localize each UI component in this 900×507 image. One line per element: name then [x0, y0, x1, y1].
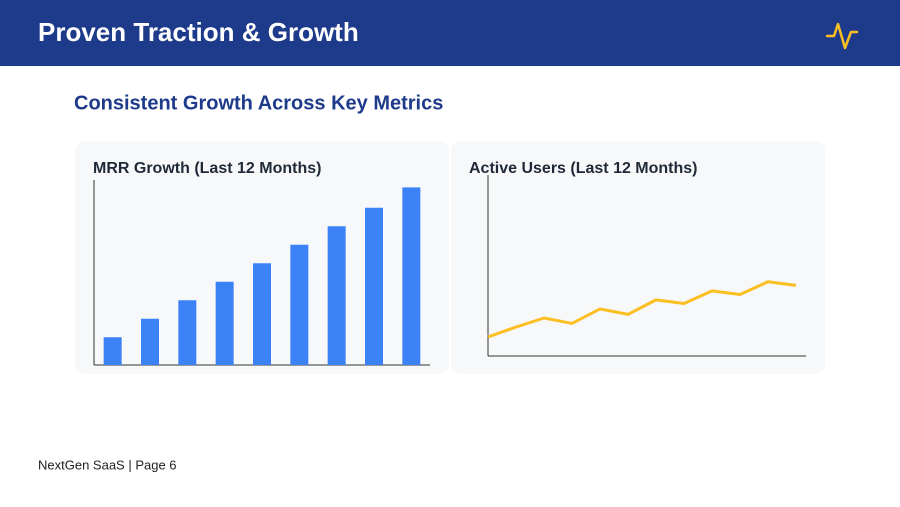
- header-bar: [0, 0, 900, 66]
- card: [75, 141, 449, 374]
- chart-title: Active Users (Last 12 Months): [469, 160, 698, 177]
- bar: [253, 263, 271, 365]
- chart-title: MRR Growth (Last 12 Months): [93, 160, 321, 177]
- bar: [327, 226, 346, 365]
- subtitle: Consistent Growth Across Key Metrics: [74, 92, 443, 114]
- line: [487, 280, 797, 339]
- bar: [103, 337, 122, 365]
- bar: [178, 300, 197, 365]
- bar: [215, 281, 234, 365]
- pulse-icon: [825, 22, 859, 50]
- bar: [365, 207, 383, 365]
- footer: NextGen SaaS | Page 6: [38, 457, 177, 472]
- bar: [141, 318, 159, 365]
- bar: [402, 187, 421, 365]
- card: [451, 141, 825, 374]
- header-title: Proven Traction & Growth: [38, 17, 359, 47]
- bar: [290, 244, 309, 365]
